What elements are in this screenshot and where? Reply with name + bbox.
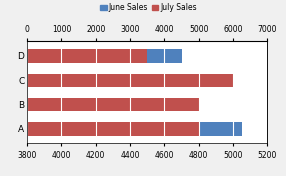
Bar <box>27 98 199 111</box>
Legend: June Sales, July Sales: June Sales, July Sales <box>97 0 200 15</box>
Bar <box>147 49 182 63</box>
Bar <box>27 122 199 136</box>
Bar <box>27 49 147 63</box>
Bar <box>199 122 242 136</box>
Bar <box>27 74 233 87</box>
